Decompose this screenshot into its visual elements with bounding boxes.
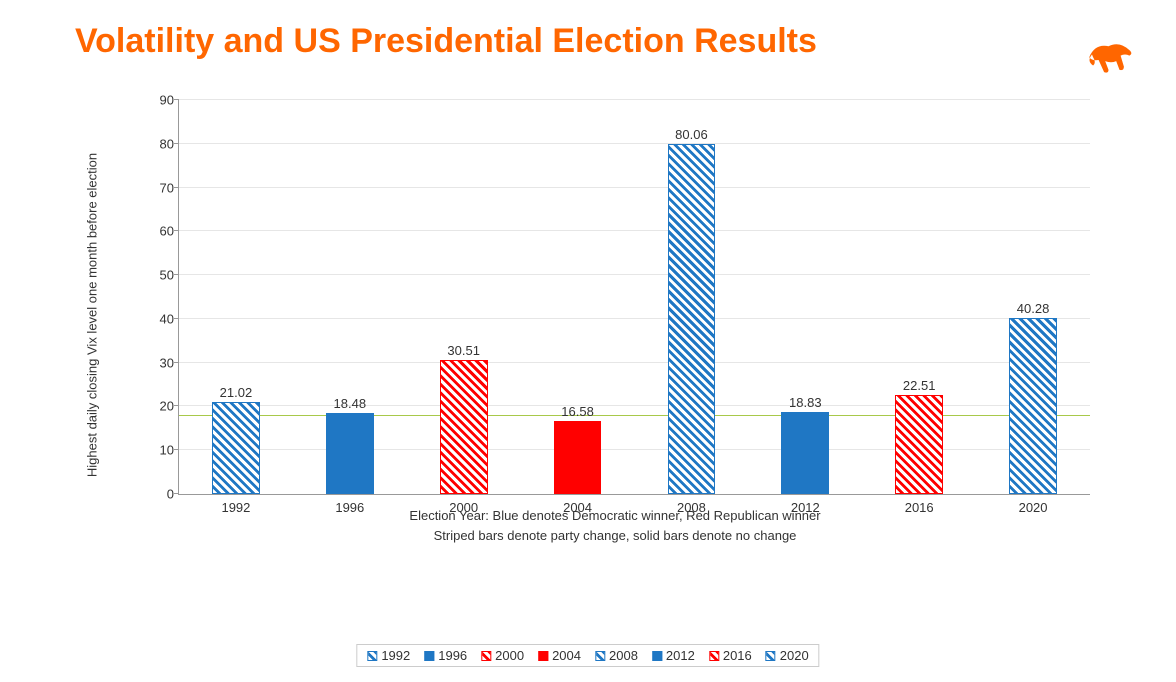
page-title: Volatility and US Presidential Election …: [75, 22, 817, 61]
ytick: [174, 143, 179, 144]
bar-value-label: 30.51: [447, 343, 480, 361]
bar-value-label: 18.83: [789, 395, 822, 413]
ytick-label: 0: [167, 487, 174, 502]
gridline: [179, 230, 1090, 231]
gridline: [179, 362, 1090, 363]
ytick: [174, 362, 179, 363]
ytick: [174, 187, 179, 188]
xtick-label: 2020: [1019, 494, 1048, 515]
gridline: [179, 318, 1090, 319]
legend-item-2016: 2016: [709, 648, 752, 663]
bar-2000: 30.51: [440, 360, 488, 494]
legend-item-2000: 2000: [481, 648, 524, 663]
legend-item-2004: 2004: [538, 648, 581, 663]
bar-value-label: 18.48: [334, 396, 367, 414]
legend-item-2012: 2012: [652, 648, 695, 663]
legend-swatch: [481, 651, 491, 661]
xaxis-title: Election Year: Blue denotes Democratic w…: [409, 506, 820, 545]
legend-swatch: [367, 651, 377, 661]
header: Volatility and US Presidential Election …: [0, 0, 1176, 82]
legend-item-2008: 2008: [595, 648, 638, 663]
legend-label: 1996: [438, 648, 467, 663]
ytick: [174, 274, 179, 275]
legend-item-1996: 1996: [424, 648, 467, 663]
xaxis-title-line1: Election Year: Blue denotes Democratic w…: [409, 508, 820, 523]
chart: Highest daily closing Vix level one mont…: [130, 100, 1100, 530]
bar-value-label: 16.58: [561, 404, 594, 422]
ytick: [174, 99, 179, 100]
gridline: [179, 274, 1090, 275]
ytick-label: 10: [160, 443, 174, 458]
bar-value-label: 40.28: [1017, 301, 1050, 319]
xtick-label: 1992: [221, 494, 250, 515]
legend-label: 2012: [666, 648, 695, 663]
xtick-label: 2016: [905, 494, 934, 515]
legend-label: 2004: [552, 648, 581, 663]
legend-item-2020: 2020: [766, 648, 809, 663]
legend-swatch: [424, 651, 434, 661]
gridline: [179, 449, 1090, 450]
ytick-label: 70: [160, 180, 174, 195]
legend: 1992 1996 2000 2004 2008 2012 2016 2020: [356, 644, 819, 667]
bar-value-label: 80.06: [675, 127, 708, 145]
gridline: [179, 187, 1090, 188]
legend-swatch: [595, 651, 605, 661]
bar-2008: 80.06: [668, 144, 716, 494]
legend-label: 1992: [381, 648, 410, 663]
bar-value-label: 21.02: [220, 385, 253, 403]
reference-line: [179, 415, 1090, 416]
xaxis-title-line2: Striped bars denote party change, solid …: [434, 528, 797, 543]
legend-swatch: [766, 651, 776, 661]
ytick-label: 30: [160, 355, 174, 370]
legend-swatch: [709, 651, 719, 661]
legend-item-1992: 1992: [367, 648, 410, 663]
bar-2012: 18.83: [781, 412, 829, 494]
legend-label: 2000: [495, 648, 524, 663]
bar-2004: 16.58: [554, 421, 602, 494]
ytick: [174, 405, 179, 406]
ytick-label: 20: [160, 399, 174, 414]
gridline: [179, 143, 1090, 144]
ytick: [174, 449, 179, 450]
ytick: [174, 493, 179, 494]
bar-1996: 18.48: [326, 413, 374, 494]
bar-2020: 40.28: [1009, 318, 1057, 494]
ytick-label: 60: [160, 224, 174, 239]
ytick-label: 80: [160, 136, 174, 151]
bar-1992: 21.02: [212, 402, 260, 494]
xtick-label: 1996: [335, 494, 364, 515]
ytick-label: 50: [160, 268, 174, 283]
gridline: [179, 405, 1090, 406]
ytick-label: 90: [160, 93, 174, 108]
legend-label: 2008: [609, 648, 638, 663]
ytick-label: 40: [160, 311, 174, 326]
legend-swatch: [538, 651, 548, 661]
plot-area: 21.02199218.48199630.51200016.58200480.0…: [178, 100, 1090, 495]
bar-2016: 22.51: [895, 395, 943, 494]
bull-logo-icon: [1081, 27, 1136, 82]
ytick: [174, 230, 179, 231]
ytick: [174, 318, 179, 319]
legend-swatch: [652, 651, 662, 661]
yaxis-title: Highest daily closing Vix level one mont…: [85, 153, 100, 477]
legend-label: 2016: [723, 648, 752, 663]
bar-value-label: 22.51: [903, 378, 936, 396]
legend-label: 2020: [780, 648, 809, 663]
gridline: [179, 99, 1090, 100]
